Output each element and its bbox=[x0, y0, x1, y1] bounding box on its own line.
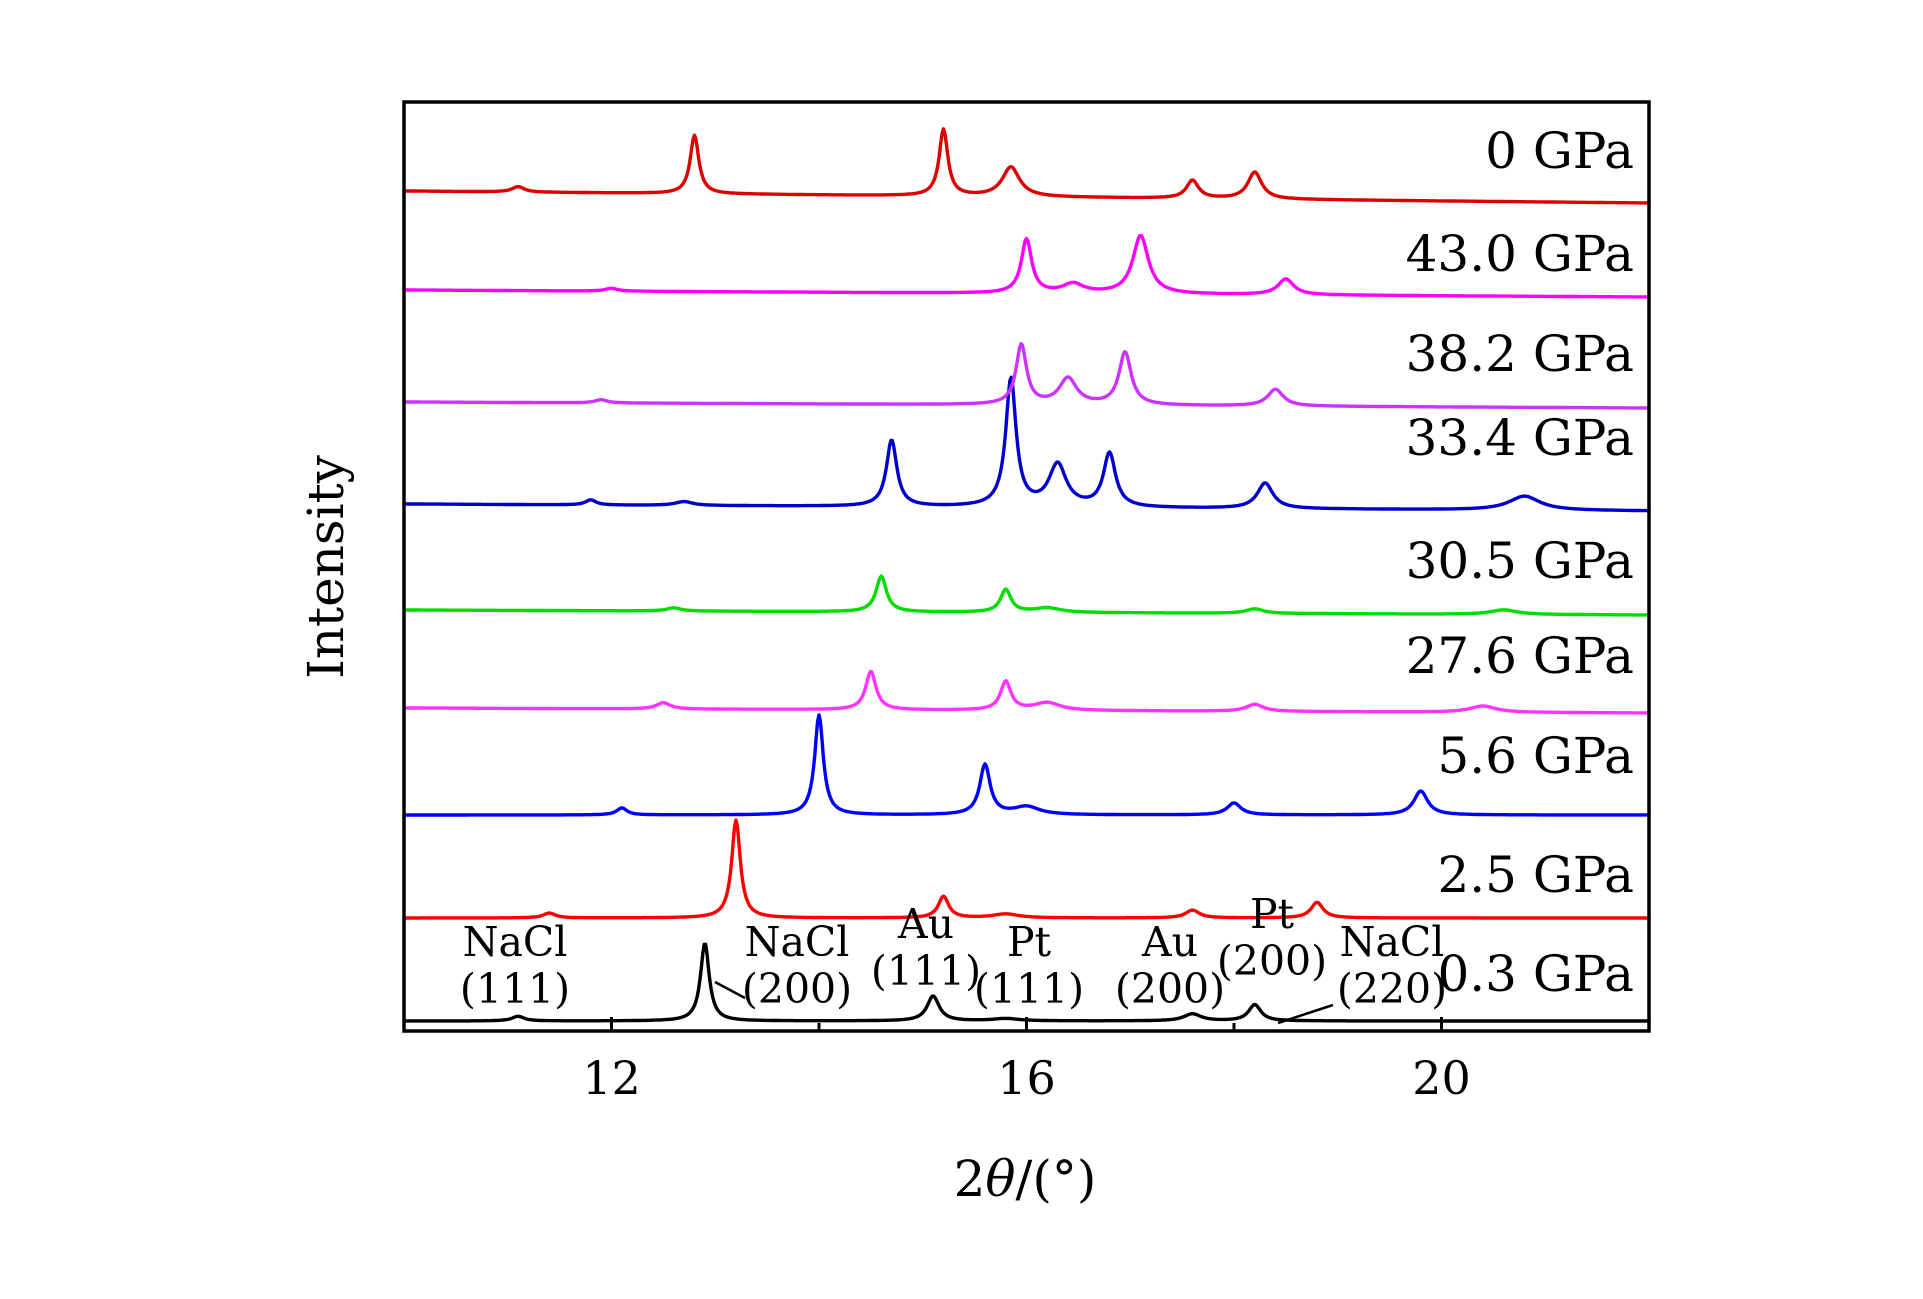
trace-27-6-gpa bbox=[402, 670, 1651, 715]
series-label: 38.2 GPa bbox=[1406, 325, 1634, 383]
peak-label-name: Pt bbox=[1250, 890, 1295, 938]
peak-label-name: NaCl bbox=[745, 918, 850, 966]
x-axis-title-suffix: /(°) bbox=[1016, 1150, 1097, 1208]
peak-label-name: Au bbox=[1141, 918, 1198, 966]
series-label: 27.6 GPa bbox=[1406, 627, 1634, 685]
diffraction-traces bbox=[402, 127, 1651, 1023]
x-axis-ticks: 12 16 20 bbox=[582, 1017, 1471, 1105]
x-tick-label: 20 bbox=[1412, 1051, 1471, 1105]
peak-label-hkl: (220) bbox=[1337, 965, 1447, 1013]
x-tick-label: 12 bbox=[582, 1051, 641, 1105]
peak-labels: NaCl(111)NaCl(200)Au(111)Pt(111)Au(200)P… bbox=[460, 890, 1447, 1013]
series-label: 0.3 GPa bbox=[1437, 945, 1634, 1003]
x-axis-title-prefix: 2 bbox=[954, 1150, 986, 1208]
peak-label-hkl: (200) bbox=[1217, 937, 1327, 985]
series-label: 2.5 GPa bbox=[1437, 846, 1634, 904]
leader-nacl-200 bbox=[714, 980, 746, 1000]
series-label: 5.6 GPa bbox=[1437, 727, 1634, 785]
x-axis-title: 2θ/(°) bbox=[954, 1150, 1097, 1208]
y-axis-title: Intensity bbox=[297, 454, 355, 679]
peak-label-name: Au bbox=[897, 900, 954, 948]
trace-0-gpa bbox=[402, 127, 1651, 205]
x-tick-label: 16 bbox=[997, 1051, 1056, 1105]
trace-2-5-gpa bbox=[402, 818, 1651, 920]
peak-label-hkl: (111) bbox=[460, 965, 570, 1013]
peak-label-hkl: (111) bbox=[871, 947, 981, 995]
leader-nacl-220 bbox=[1277, 1003, 1334, 1025]
trace-33-4-gpa bbox=[402, 375, 1651, 513]
peak-label-name: Pt bbox=[1007, 918, 1052, 966]
peak-label-hkl: (111) bbox=[974, 965, 1084, 1013]
peak-label-hkl: (200) bbox=[742, 965, 852, 1013]
peak-label-name: NaCl bbox=[463, 918, 568, 966]
series-label: 0 GPa bbox=[1485, 122, 1634, 180]
series-label: 43.0 GPa bbox=[1406, 225, 1634, 283]
trace-30-5-gpa bbox=[402, 574, 1651, 617]
trace-43-0-gpa bbox=[402, 233, 1651, 299]
annotation-leaders bbox=[714, 980, 1334, 1025]
trace-38-2-gpa bbox=[402, 342, 1651, 410]
trace-5-6-gpa bbox=[402, 713, 1651, 817]
peak-label-name: NaCl bbox=[1340, 918, 1445, 966]
series-label: 33.4 GPa bbox=[1406, 409, 1634, 467]
series-labels: 0.3 GPa 2.5 GPa 5.6 GPa 27.6 GPa 30.5 GPa 33.… bbox=[1406, 122, 1634, 1003]
series-label: 30.5 GPa bbox=[1406, 532, 1634, 590]
x-axis-title-symbol: θ bbox=[985, 1150, 1015, 1208]
peak-label-hkl: (200) bbox=[1115, 965, 1225, 1013]
